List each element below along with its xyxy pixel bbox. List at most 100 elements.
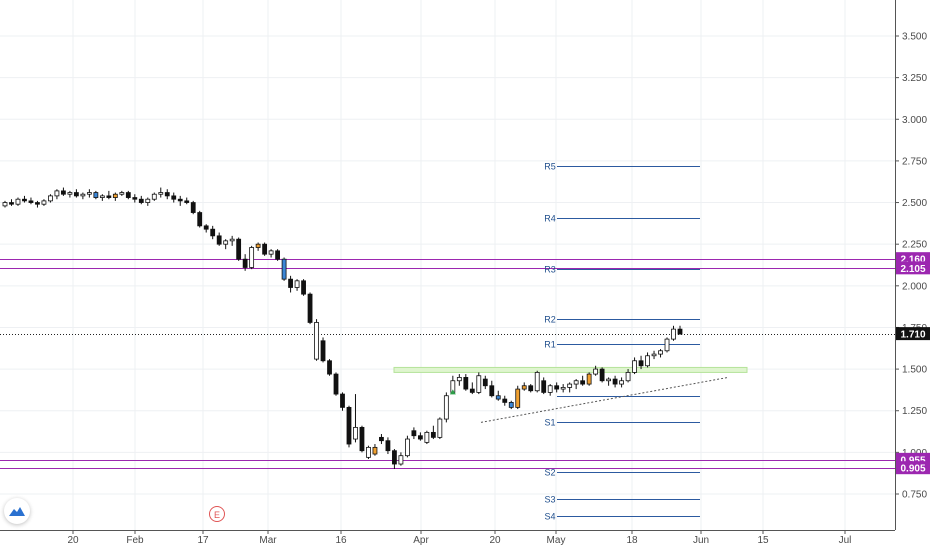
level-price-tag: 2.105 bbox=[900, 264, 925, 275]
candle-body bbox=[307, 293, 313, 323]
candle-body bbox=[197, 212, 203, 227]
pivot-label: R5 bbox=[544, 162, 556, 172]
candle-body bbox=[327, 360, 332, 375]
earnings-marker-icon[interactable]: E bbox=[209, 506, 225, 522]
tradingview-logo[interactable] bbox=[4, 498, 30, 524]
pivot-label: S4 bbox=[544, 512, 555, 522]
candle-body bbox=[593, 368, 599, 375]
y-tick-label: 1.250 bbox=[902, 406, 927, 417]
level-price-tag: 0.955 bbox=[900, 455, 925, 466]
candle-body bbox=[573, 380, 579, 385]
cloud-logo-icon bbox=[9, 507, 25, 516]
candle-body bbox=[469, 388, 475, 393]
time-axis[interactable]: 20 Feb 17 Mar 16 Apr 20 May 18 Jun 15 Jul bbox=[0, 530, 895, 546]
pivot-levels: R5 R4 R3 R2 R1 S1 S2 S3 S4 bbox=[544, 162, 700, 522]
level-price-tag-bg bbox=[896, 261, 930, 275]
pivot-label: R3 bbox=[544, 265, 556, 275]
candle-body bbox=[138, 198, 144, 203]
x-tick-label: 20 bbox=[489, 535, 501, 546]
candle-body bbox=[119, 192, 125, 195]
candle-body bbox=[586, 373, 592, 385]
candle-body bbox=[437, 418, 443, 438]
candle-body bbox=[547, 385, 553, 393]
candle-body bbox=[41, 200, 47, 205]
candle-body bbox=[625, 372, 631, 382]
candle-body bbox=[560, 387, 566, 390]
candle-body bbox=[333, 373, 339, 395]
candle-body bbox=[677, 328, 683, 335]
candle-body bbox=[476, 375, 482, 393]
y-tick-label: 2.250 bbox=[902, 240, 927, 251]
candle-body bbox=[48, 195, 53, 202]
candle-body bbox=[281, 258, 287, 280]
y-tick-label: 0.750 bbox=[902, 490, 927, 501]
candle-body bbox=[320, 340, 326, 362]
candle-body bbox=[424, 431, 430, 443]
candle-body bbox=[229, 238, 235, 242]
candle-body bbox=[580, 380, 586, 385]
candle-body bbox=[379, 436, 384, 442]
candle-body bbox=[411, 430, 417, 437]
candle-body bbox=[495, 395, 501, 400]
candle-body bbox=[86, 192, 92, 195]
y-tick-label: 3.500 bbox=[902, 32, 927, 43]
pivot-label: S2 bbox=[544, 468, 555, 478]
x-tick-label: 17 bbox=[197, 535, 209, 546]
candle-body bbox=[502, 398, 508, 403]
candle-body bbox=[249, 247, 255, 268]
candle-body bbox=[645, 355, 650, 367]
candle-body bbox=[125, 192, 131, 198]
candle-body bbox=[288, 278, 293, 288]
candle-body bbox=[456, 377, 462, 382]
candle-body bbox=[177, 198, 183, 202]
candle-body bbox=[2, 202, 8, 207]
support-trendline bbox=[480, 376, 729, 423]
candle-body bbox=[405, 438, 410, 457]
candle-body bbox=[223, 240, 229, 245]
candle-body bbox=[35, 202, 40, 205]
candle-body bbox=[619, 380, 624, 385]
candle-body bbox=[359, 426, 365, 452]
candle-body bbox=[541, 380, 547, 393]
candle-body bbox=[61, 190, 66, 195]
candle-body bbox=[132, 197, 138, 200]
candle-body bbox=[216, 235, 222, 245]
pivot-label: R2 bbox=[544, 315, 556, 325]
candle-body bbox=[372, 446, 378, 455]
y-tick-label: 1.500 bbox=[902, 365, 927, 376]
candle-body bbox=[67, 192, 73, 195]
candle-body bbox=[203, 225, 209, 230]
candle-body bbox=[190, 202, 196, 213]
candle-body bbox=[301, 280, 306, 295]
candle-body bbox=[534, 372, 540, 392]
level-price-tag: 2.160 bbox=[900, 255, 925, 266]
candle-body bbox=[651, 353, 657, 357]
candle-body bbox=[528, 385, 534, 392]
candle-body bbox=[93, 192, 99, 198]
candle-body bbox=[515, 388, 521, 408]
x-tick-label: 18 bbox=[626, 535, 638, 546]
candle-body bbox=[268, 250, 274, 255]
x-tick-label: Jul bbox=[839, 535, 852, 546]
candle-body bbox=[664, 338, 670, 352]
candle-body bbox=[28, 200, 34, 203]
candle-body bbox=[9, 202, 14, 205]
candle-body bbox=[482, 378, 488, 387]
x-tick-label: Feb bbox=[126, 535, 144, 546]
candle-body bbox=[164, 192, 170, 197]
x-tick-label: Mar bbox=[259, 535, 277, 546]
candle-body bbox=[606, 378, 612, 382]
candle-body bbox=[210, 228, 216, 237]
candle-body bbox=[171, 195, 177, 200]
candle-body bbox=[612, 378, 618, 385]
y-tick-label: 2.750 bbox=[902, 156, 927, 167]
pivot-label: S3 bbox=[544, 495, 555, 505]
x-tick-label: 16 bbox=[335, 535, 347, 546]
candle-body bbox=[151, 193, 157, 200]
x-tick-label: May bbox=[547, 535, 566, 546]
pivot-label: R1 bbox=[544, 340, 556, 350]
candle-body bbox=[80, 193, 86, 197]
x-tick-label: 20 bbox=[67, 535, 79, 546]
